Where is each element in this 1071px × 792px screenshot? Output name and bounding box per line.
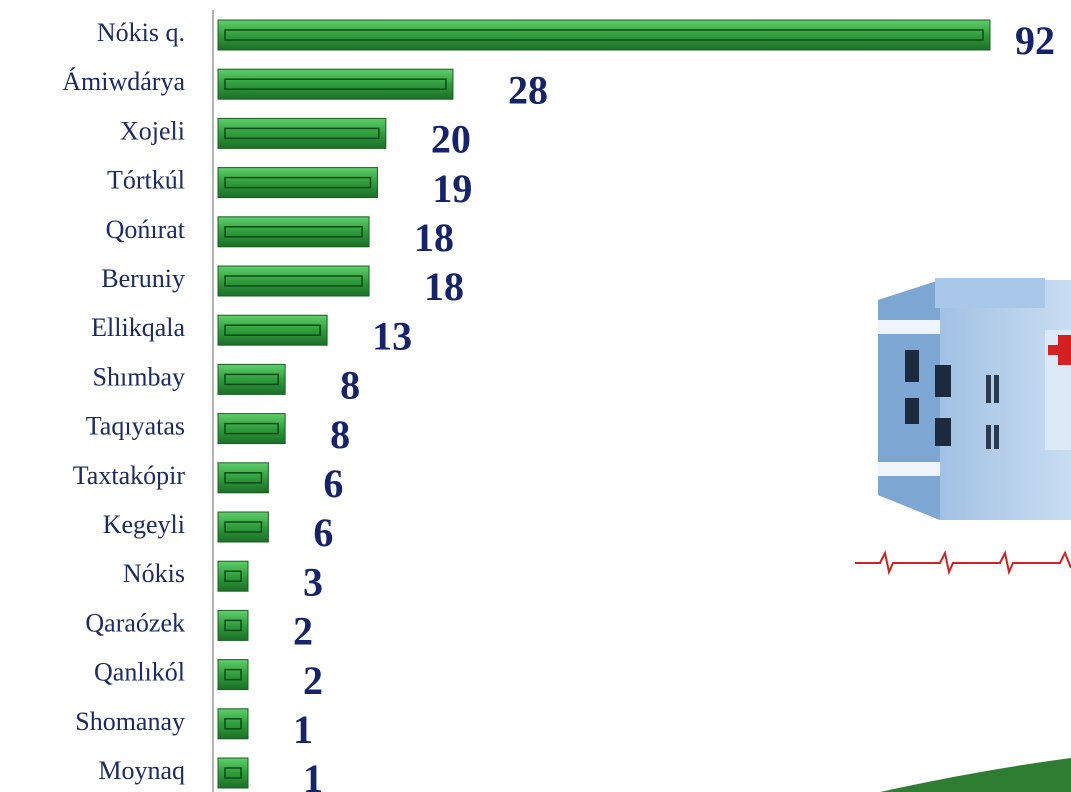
- bar: [217, 609, 249, 641]
- bar-inner: [224, 619, 242, 632]
- value-label: 18: [424, 264, 464, 309]
- bar-inner: [224, 718, 242, 730]
- bar-inner: [224, 324, 321, 336]
- bar: [217, 511, 269, 543]
- category-label: Shımbay: [93, 362, 185, 391]
- bar: [217, 560, 249, 592]
- bar-inner: [224, 373, 279, 386]
- category-label: Qaraózek: [85, 608, 185, 637]
- bar: [217, 757, 249, 789]
- value-label: 8: [340, 363, 360, 408]
- bar: [217, 68, 454, 100]
- category-label: Shomanay: [75, 707, 185, 736]
- category-label: Nókis: [123, 559, 185, 588]
- bar: [217, 413, 286, 445]
- category-label: Ámiwdárya: [62, 67, 185, 96]
- bar-inner: [224, 422, 279, 435]
- category-label: Taqıyatas: [86, 412, 185, 441]
- bar: [217, 117, 387, 149]
- category-label: Xojeli: [120, 116, 185, 145]
- category-label: Beruniy: [101, 264, 185, 293]
- category-label: Qanlıkól: [94, 658, 185, 687]
- bar-inner: [224, 176, 372, 189]
- bar: [217, 216, 370, 248]
- bar: [217, 19, 991, 51]
- bar-inner: [224, 78, 447, 90]
- value-label: 3: [303, 559, 323, 604]
- value-label: 8: [330, 412, 350, 457]
- category-label: Nókis q.: [97, 18, 185, 47]
- value-label: 2: [293, 609, 313, 654]
- bar: [217, 659, 249, 691]
- bar-inner: [224, 29, 984, 41]
- category-label: Moynaq: [98, 756, 185, 785]
- value-label: 1: [293, 707, 313, 752]
- value-label: 92: [1015, 18, 1055, 63]
- category-label: Qońırat: [106, 215, 186, 244]
- category-label: Tórtkúl: [107, 166, 185, 195]
- hospital-illustration: [855, 278, 1071, 792]
- category-label: Taxtakópir: [73, 461, 186, 490]
- bar-inner: [224, 275, 363, 287]
- value-label: 6: [323, 461, 343, 506]
- bar: [217, 462, 269, 494]
- value-label: 20: [431, 117, 471, 162]
- category-label: Ellikqala: [91, 313, 185, 342]
- bar: [217, 265, 370, 297]
- bar-inner: [224, 226, 363, 238]
- bar-inner: [224, 668, 242, 681]
- value-label: 28: [508, 67, 548, 112]
- value-label: 19: [432, 166, 472, 211]
- bar: [217, 708, 249, 740]
- bar: [217, 363, 286, 395]
- bar-inner: [224, 521, 263, 533]
- bar: [217, 167, 378, 199]
- bar: [217, 314, 328, 346]
- value-label: 13: [372, 313, 412, 358]
- bar-inner: [224, 472, 263, 484]
- bar-inner: [224, 127, 380, 140]
- value-label: 18: [414, 215, 454, 260]
- value-label: 2: [303, 658, 323, 703]
- bar-inner: [224, 570, 242, 582]
- value-label: 1: [303, 756, 323, 792]
- category-label: Kegeyli: [103, 510, 185, 539]
- value-label: 6: [313, 510, 333, 555]
- bar-inner: [224, 767, 242, 779]
